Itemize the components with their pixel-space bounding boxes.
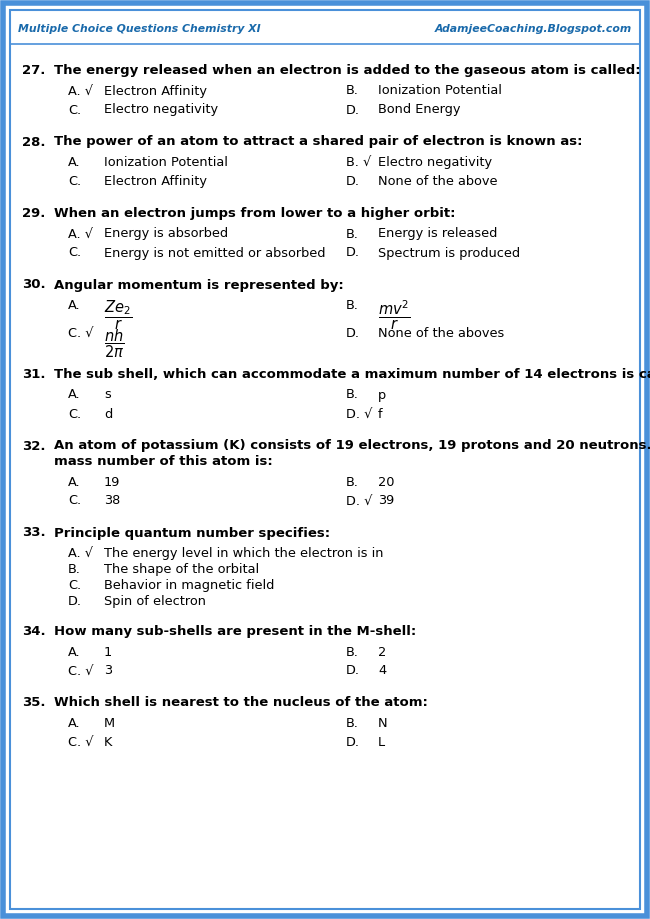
Text: Electro negativity: Electro negativity xyxy=(104,104,218,117)
Text: C. √: C. √ xyxy=(68,664,94,677)
Text: C. √: C. √ xyxy=(68,736,94,749)
Text: Bond Energy: Bond Energy xyxy=(378,104,460,117)
Text: Principle quantum number specifies:: Principle quantum number specifies: xyxy=(54,527,330,539)
Text: A.: A. xyxy=(68,645,81,659)
FancyBboxPatch shape xyxy=(3,3,647,916)
Text: B.: B. xyxy=(346,228,359,241)
Text: Ionization Potential: Ionization Potential xyxy=(378,85,502,97)
Text: None of the aboves: None of the aboves xyxy=(378,327,504,340)
Text: B.: B. xyxy=(68,563,81,576)
Text: 1: 1 xyxy=(104,645,112,659)
Text: 29.: 29. xyxy=(22,207,46,220)
Text: The power of an atom to attract a shared pair of electron is known as:: The power of an atom to attract a shared… xyxy=(54,135,582,149)
Text: s: s xyxy=(104,389,110,402)
Text: A. √: A. √ xyxy=(68,85,93,97)
Text: C.: C. xyxy=(68,579,81,592)
Text: 2: 2 xyxy=(378,645,386,659)
Text: 34.: 34. xyxy=(22,625,46,638)
Text: D.: D. xyxy=(346,736,360,749)
Text: D.: D. xyxy=(346,664,360,677)
Text: B.: B. xyxy=(346,717,359,730)
Text: The shape of the orbital: The shape of the orbital xyxy=(104,563,259,576)
Text: 28.: 28. xyxy=(22,135,46,149)
Text: A. √: A. √ xyxy=(68,228,93,241)
Text: $\dfrac{mv^2}{r}$: $\dfrac{mv^2}{r}$ xyxy=(378,299,411,333)
Text: D. √: D. √ xyxy=(346,407,372,421)
Text: D.: D. xyxy=(68,595,82,608)
Text: The energy released when an electron is added to the gaseous atom is called:: The energy released when an electron is … xyxy=(54,64,641,77)
Text: Which shell is nearest to the nucleus of the atom:: Which shell is nearest to the nucleus of… xyxy=(54,697,428,709)
Text: 39: 39 xyxy=(378,494,395,507)
Text: Ionization Potential: Ionization Potential xyxy=(104,156,228,169)
Text: $\dfrac{nh}{2\pi}$: $\dfrac{nh}{2\pi}$ xyxy=(104,327,125,359)
Text: D.: D. xyxy=(346,175,360,188)
Text: A.: A. xyxy=(68,389,81,402)
Text: 19: 19 xyxy=(104,475,120,489)
Text: A.: A. xyxy=(68,475,81,489)
Text: 31.: 31. xyxy=(22,368,46,381)
Text: Energy is absorbed: Energy is absorbed xyxy=(104,228,228,241)
Text: Angular momentum is represented by:: Angular momentum is represented by: xyxy=(54,278,344,291)
Text: B.: B. xyxy=(346,85,359,97)
Text: 27.: 27. xyxy=(22,64,46,77)
Text: The sub shell, which can accommodate a maximum number of 14 electrons is called:: The sub shell, which can accommodate a m… xyxy=(54,368,650,381)
Text: 38: 38 xyxy=(104,494,120,507)
Text: An atom of potassium (K) consists of 19 electrons, 19 protons and 20 neutrons. T: An atom of potassium (K) consists of 19 … xyxy=(54,439,650,452)
Text: Spectrum is produced: Spectrum is produced xyxy=(378,246,520,259)
Text: None of the above: None of the above xyxy=(378,175,497,188)
Text: $\dfrac{Ze_2}{r}$: $\dfrac{Ze_2}{r}$ xyxy=(104,299,133,333)
Text: D.: D. xyxy=(346,104,360,117)
Text: Electro negativity: Electro negativity xyxy=(378,156,492,169)
Text: When an electron jumps from lower to a higher orbit:: When an electron jumps from lower to a h… xyxy=(54,207,456,220)
Text: B.: B. xyxy=(346,475,359,489)
Text: 30.: 30. xyxy=(22,278,46,291)
Text: B. √: B. √ xyxy=(346,156,371,169)
Text: N: N xyxy=(378,717,387,730)
Text: 32.: 32. xyxy=(22,439,46,452)
Text: f: f xyxy=(378,407,383,421)
Text: 20: 20 xyxy=(378,475,395,489)
Text: A.: A. xyxy=(68,717,81,730)
Text: K: K xyxy=(104,736,112,749)
FancyBboxPatch shape xyxy=(10,10,640,909)
Text: 35.: 35. xyxy=(22,697,46,709)
Text: C.: C. xyxy=(68,175,81,188)
Text: C.: C. xyxy=(68,104,81,117)
Text: M: M xyxy=(104,717,115,730)
Text: A.: A. xyxy=(68,299,81,312)
Text: mass number of this atom is:: mass number of this atom is: xyxy=(54,455,273,468)
Text: Electron Affinity: Electron Affinity xyxy=(104,175,207,188)
Text: B.: B. xyxy=(346,645,359,659)
Text: C. √: C. √ xyxy=(68,327,94,340)
Text: d: d xyxy=(104,407,112,421)
Text: L: L xyxy=(378,736,385,749)
Text: How many sub-shells are present in the M-shell:: How many sub-shells are present in the M… xyxy=(54,625,416,638)
Text: D. √: D. √ xyxy=(346,494,372,507)
Text: Energy is released: Energy is released xyxy=(378,228,497,241)
Text: 33.: 33. xyxy=(22,527,46,539)
Text: C.: C. xyxy=(68,246,81,259)
Text: A. √: A. √ xyxy=(68,547,93,560)
Text: Electron Affinity: Electron Affinity xyxy=(104,85,207,97)
Text: B.: B. xyxy=(346,299,359,312)
Text: AdamjeeCoaching
.Blogspot.com: AdamjeeCoaching .Blogspot.com xyxy=(51,271,629,729)
Text: Behavior in magnetic field: Behavior in magnetic field xyxy=(104,579,274,592)
Text: D.: D. xyxy=(346,327,360,340)
Text: AdamjeeCoaching.Blogspot.com: AdamjeeCoaching.Blogspot.com xyxy=(435,24,632,34)
Text: 4: 4 xyxy=(378,664,386,677)
Text: B.: B. xyxy=(346,389,359,402)
Text: Multiple Choice Questions Chemistry XI: Multiple Choice Questions Chemistry XI xyxy=(18,24,261,34)
Text: D.: D. xyxy=(346,246,360,259)
Text: p: p xyxy=(378,389,386,402)
Text: 3: 3 xyxy=(104,664,112,677)
Text: A.: A. xyxy=(68,156,81,169)
Text: The energy level in which the electron is in: The energy level in which the electron i… xyxy=(104,547,383,560)
Text: Energy is not emitted or absorbed: Energy is not emitted or absorbed xyxy=(104,246,326,259)
Text: Spin of electron: Spin of electron xyxy=(104,595,206,608)
Text: C.: C. xyxy=(68,494,81,507)
Text: C.: C. xyxy=(68,407,81,421)
